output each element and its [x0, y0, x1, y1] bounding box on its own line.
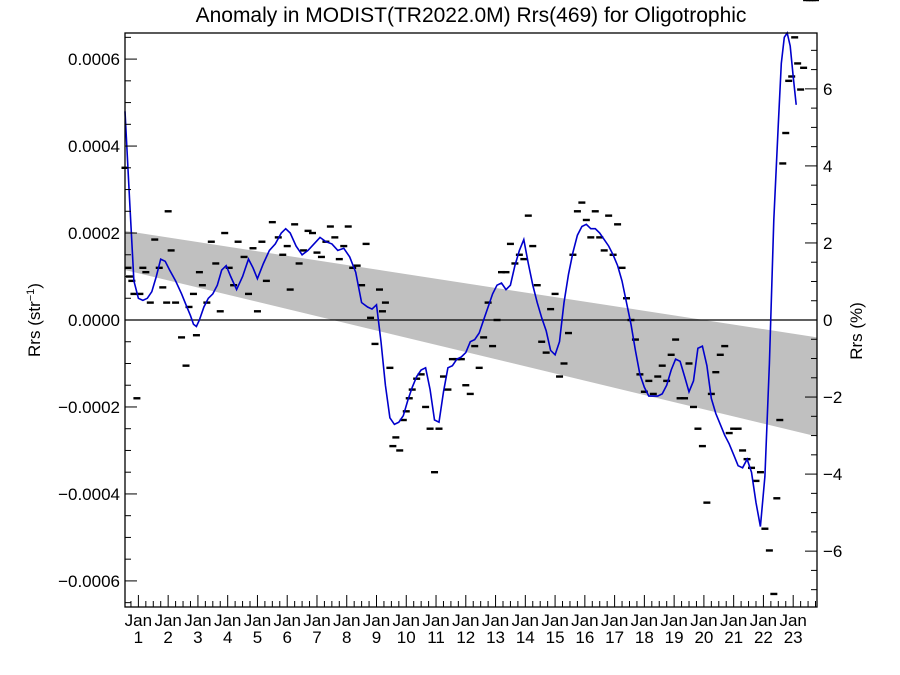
x-tick-month: Jan — [660, 611, 687, 630]
x-tick-month: Jan — [750, 611, 777, 630]
y-tick-label: 0.0004 — [68, 137, 120, 156]
x-tick-year: 7 — [312, 628, 321, 647]
x-tick-year: 4 — [223, 628, 232, 647]
x-tick-month: Jan — [214, 611, 241, 630]
x-tick-month: Jan — [571, 611, 598, 630]
y2-tick-label: 0 — [823, 311, 832, 330]
x-tick-month: Jan — [154, 611, 181, 630]
x-tick-year: 12 — [456, 628, 475, 647]
x-tick-year: 23 — [784, 628, 803, 647]
x-tick-month: Jan — [779, 611, 806, 630]
x-tick-year: 6 — [282, 628, 291, 647]
chart-title: Anomaly in MODIST(TR2022.0M) Rrs(469) fo… — [196, 4, 747, 27]
x-tick-month: Jan — [422, 611, 449, 630]
y-tick-label: 0.0000 — [68, 311, 120, 330]
x-tick-year: 21 — [724, 628, 743, 647]
y-tick-label: −0.0002 — [58, 398, 120, 417]
x-tick-year: 18 — [635, 628, 654, 647]
x-tick-month: Jan — [273, 611, 300, 630]
x-tick-year: 2 — [163, 628, 172, 647]
x-axis: Jan1Jan2Jan3Jan4Jan5Jan6Jan7Jan8Jan9Jan1… — [125, 595, 817, 647]
x-tick-month: Jan — [541, 611, 568, 630]
x-tick-year: 3 — [193, 628, 202, 647]
y2-tick-label: 2 — [823, 234, 832, 253]
x-tick-year: 19 — [665, 628, 684, 647]
x-tick-month: Jan — [512, 611, 539, 630]
x-tick-month: Jan — [393, 611, 420, 630]
x-tick-year: 13 — [486, 628, 505, 647]
x-tick-month: Jan — [452, 611, 479, 630]
y2-tick-label: −4 — [823, 465, 842, 484]
x-tick-year: 20 — [694, 628, 713, 647]
y2-tick-label: −2 — [823, 388, 842, 407]
y-axis-right: 6 4 2 0 −2 −4 −6 — [805, 49, 842, 591]
y-tick-label: 0.0006 — [68, 50, 120, 69]
x-tick-year: 15 — [546, 628, 565, 647]
x-tick-month: Jan — [184, 611, 211, 630]
x-tick-year: 10 — [397, 628, 416, 647]
x-tick-month: Jan — [363, 611, 390, 630]
x-tick-month: Jan — [690, 611, 717, 630]
y-tick-label: 0.0002 — [68, 224, 120, 243]
x-tick-month: Jan — [720, 611, 747, 630]
x-tick-month: Jan — [244, 611, 271, 630]
y-tick-label: −0.0006 — [58, 572, 120, 591]
y-axis-left: 0.0006 0.0004 0.0002 0.0000 −0.0002 −0.0004 −0… — [58, 36, 137, 604]
y2-tick-label: −6 — [823, 542, 842, 561]
x-tick-year: 16 — [575, 628, 594, 647]
x-tick-year: 22 — [754, 628, 773, 647]
y-axis-left-title: Rrs (str−1) — [25, 283, 44, 357]
x-tick-month: Jan — [631, 611, 658, 630]
smoothed-line — [124, 31, 797, 527]
x-tick-month: Jan — [333, 611, 360, 630]
x-tick-year: 14 — [516, 628, 535, 647]
y2-tick-label: 4 — [823, 157, 832, 176]
x-tick-year: 11 — [427, 628, 445, 647]
x-tick-year: 8 — [342, 628, 351, 647]
x-tick-year: 5 — [253, 628, 262, 647]
y-axis-right-title: Rrs (%) — [847, 302, 866, 360]
x-tick-year: 17 — [605, 628, 624, 647]
x-tick-month: Jan — [482, 611, 509, 630]
x-tick-month: Jan — [601, 611, 628, 630]
x-tick-year: 9 — [372, 628, 381, 647]
y-tick-label: −0.0004 — [58, 485, 120, 504]
y2-tick-label: 6 — [823, 80, 832, 99]
x-tick-year: 1 — [134, 628, 143, 647]
x-tick-month: Jan — [125, 611, 152, 630]
x-tick-month: Jan — [303, 611, 330, 630]
plot-area — [121, 0, 820, 608]
